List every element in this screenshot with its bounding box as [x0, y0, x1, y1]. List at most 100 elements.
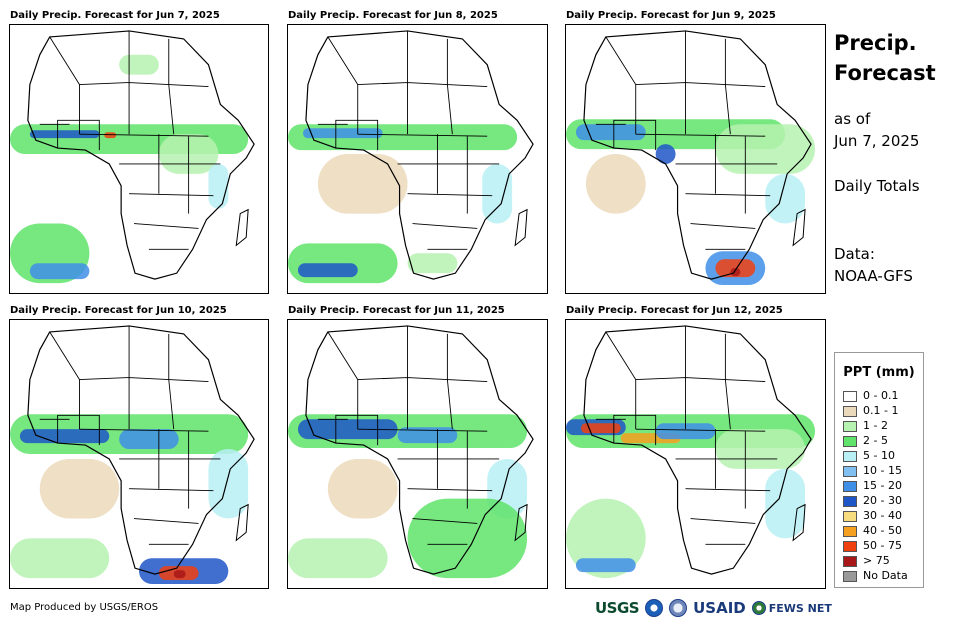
country-border [635, 133, 766, 137]
madagascar-outline [235, 503, 249, 542]
coastline [305, 30, 534, 280]
title-line-1: Precip. [834, 31, 917, 55]
precip-area [119, 54, 159, 75]
precip-map [565, 24, 826, 294]
precip-area [575, 558, 636, 573]
legend-swatch [843, 420, 857, 432]
legend: PPT (mm) 0 - 0.1 0.1 - 1 1 - 2 2 - 5 5 - 10 1… [834, 352, 924, 588]
precip-area [407, 253, 458, 274]
globe-icon [751, 601, 766, 615]
legend-label: 15 - 20 [863, 479, 902, 492]
legend-item: 40 - 50 [843, 524, 902, 539]
country-border [357, 133, 488, 137]
country-border [724, 333, 731, 430]
legend-item: No Data [843, 569, 908, 584]
country-border [357, 428, 488, 432]
legend-swatch [843, 570, 857, 582]
precip-area [765, 468, 806, 539]
country-border [690, 518, 756, 524]
legend-label: 0 - 0.1 [863, 389, 899, 402]
precip-area [19, 429, 110, 444]
africa-map [566, 325, 816, 579]
africa-map [10, 325, 255, 585]
coastline [583, 325, 812, 575]
country-border [79, 428, 209, 432]
country-border [168, 333, 175, 430]
precip-area [397, 427, 458, 444]
country-border [635, 377, 766, 382]
country-border [57, 119, 100, 151]
precip-area [119, 429, 179, 450]
precip-area [302, 128, 383, 139]
legend-item: 5 - 10 [843, 449, 895, 464]
legend-item: 10 - 15 [843, 464, 902, 479]
legend-item: 2 - 5 [843, 434, 888, 449]
fews-net-logo: FEWS NET [751, 601, 832, 615]
legend-swatch [843, 480, 857, 492]
country-border [129, 193, 214, 197]
legend-item: 50 - 75 [843, 539, 902, 554]
country-border [129, 488, 214, 492]
legend-item: 0 - 0.1 [843, 389, 898, 404]
legend-label: 30 - 40 [863, 509, 902, 522]
usgs-logo: USGS [595, 599, 640, 617]
legend-item: > 75 [843, 554, 890, 569]
precip-area [10, 538, 110, 579]
legend-label: 1 - 2 [863, 419, 888, 432]
data-source: Data: NOAA-GFS [834, 243, 913, 287]
country-border [724, 38, 731, 135]
country-border [79, 82, 209, 87]
fews-net-label: FEWS NET [768, 601, 832, 615]
legend-swatch [843, 510, 857, 522]
precip-area [730, 268, 741, 277]
precip-area [655, 144, 676, 164]
sidebar-title: Precip. Forecast [834, 28, 936, 88]
precip-area [407, 498, 528, 579]
precip-area [297, 263, 358, 278]
legend-label: > 75 [863, 554, 890, 567]
legend-label: No Data [863, 569, 908, 582]
panel-title: Daily Precip. Forecast for Jun 7, 2025 [10, 10, 220, 21]
country-border [407, 488, 493, 492]
country-border [685, 488, 771, 492]
precip-area [765, 173, 806, 224]
country-border [613, 414, 657, 446]
precip-area [575, 124, 646, 141]
title-line-2: Forecast [834, 61, 936, 85]
country-border [49, 36, 80, 135]
precip-area [288, 538, 388, 579]
country-border [79, 133, 209, 137]
legend-swatch [843, 465, 857, 477]
precip-area [482, 163, 513, 224]
legend-label: 0.1 - 1 [863, 404, 899, 417]
precip-map [565, 319, 826, 589]
country-border [412, 223, 478, 229]
precip-map [287, 24, 548, 294]
panel-title: Daily Precip. Forecast for Jun 11, 2025 [288, 305, 505, 316]
partner-logos: USGS USAID FEWS NET [595, 598, 832, 618]
madagascar-outline [792, 503, 806, 542]
coastline [27, 325, 255, 575]
legend-item: 20 - 30 [843, 494, 902, 509]
precip-area [29, 263, 90, 280]
data-source-value: NOAA-GFS [834, 267, 913, 285]
country-border [134, 518, 199, 524]
legend-label: 20 - 30 [863, 494, 902, 507]
country-border [407, 193, 493, 197]
precip-area [208, 163, 229, 209]
country-border [168, 38, 175, 135]
legend-swatch [843, 390, 857, 402]
legend-swatch [843, 495, 857, 507]
country-border [446, 333, 453, 430]
as-of-label: as of [834, 110, 871, 128]
country-border [357, 377, 488, 382]
precip-area [104, 132, 117, 139]
coastline [583, 30, 812, 280]
panel-title: Daily Precip. Forecast for Jun 12, 2025 [566, 305, 783, 316]
panel-title: Daily Precip. Forecast for Jun 10, 2025 [10, 305, 227, 316]
precip-area [585, 154, 646, 214]
precip-area [715, 429, 806, 469]
as-of-date: as of Jun 7, 2025 [834, 108, 919, 152]
usaid-logo: USAID [693, 599, 746, 617]
precip-area [715, 124, 816, 174]
